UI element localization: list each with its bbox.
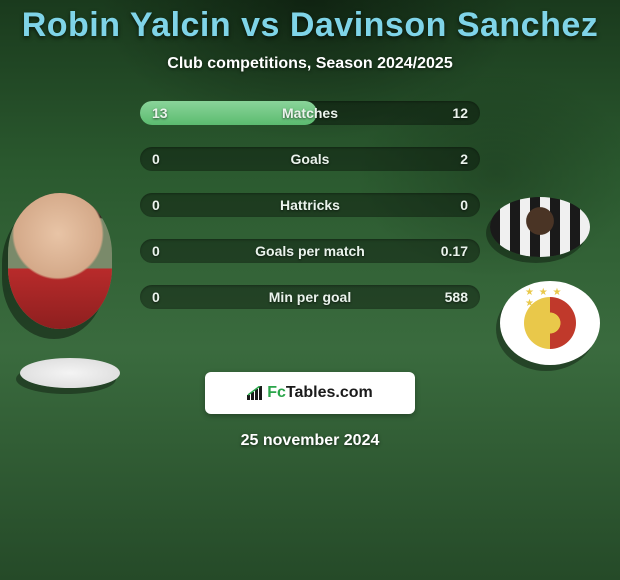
stat-row: 0 Goals per match 0.17 [140, 239, 480, 263]
stat-value-right: 0.17 [441, 243, 468, 259]
stat-label: Min per goal [269, 289, 351, 305]
stat-value-left: 13 [152, 105, 168, 121]
stat-value-left: 0 [152, 197, 160, 213]
brand-badge: FcTables.com [205, 372, 415, 414]
brand-prefix: Fc [267, 384, 286, 401]
stat-value-left: 0 [152, 243, 160, 259]
bar-chart-icon [247, 386, 263, 400]
club-right-badge: ★ ★ ★ ★ [500, 281, 600, 365]
brand-text: FcTables.com [267, 384, 373, 402]
comparison-area: ★ ★ ★ ★ 13 Matches 12 0 Goals 2 0 Hattricks 0 0 Go… [0, 73, 620, 366]
stat-value-left: 0 [152, 289, 160, 305]
content-area: Robin Yalcin vs Davinson Sanchez Club co… [0, 0, 620, 450]
stat-row: 0 Min per goal 588 [140, 285, 480, 309]
stat-row: 0 Goals 2 [140, 147, 480, 171]
stat-row: 13 Matches 12 [140, 101, 480, 125]
stat-value-right: 0 [460, 197, 468, 213]
stat-value-right: 588 [445, 289, 468, 305]
subtitle: Club competitions, Season 2024/2025 [167, 55, 452, 73]
date-text: 25 november 2024 [241, 432, 380, 450]
brand-suffix: Tables.com [286, 384, 373, 401]
stat-value-right: 2 [460, 151, 468, 167]
stat-value-left: 0 [152, 151, 160, 167]
club-left-badge [20, 358, 120, 388]
stat-value-right: 12 [452, 105, 468, 121]
stat-rows: 13 Matches 12 0 Goals 2 0 Hattricks 0 0 Goals per … [140, 101, 480, 309]
stat-label: Hattricks [280, 197, 340, 213]
player-left-face [8, 193, 112, 329]
club-right-emblem-icon [524, 297, 576, 349]
stat-label: Matches [282, 105, 338, 121]
stat-label: Goals per match [255, 243, 365, 259]
page-title: Robin Yalcin vs Davinson Sanchez [22, 6, 599, 45]
player-left-avatar [8, 193, 112, 329]
stat-row: 0 Hattricks 0 [140, 193, 480, 217]
player-right-avatar [490, 197, 590, 257]
stat-label: Goals [291, 151, 330, 167]
